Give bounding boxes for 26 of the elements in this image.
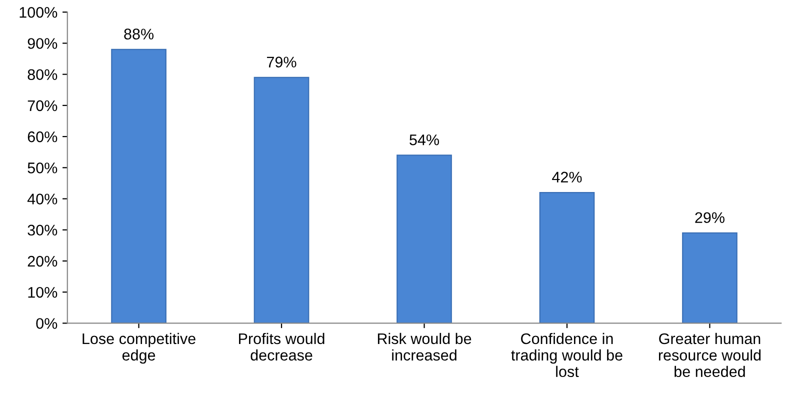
y-tick-label: 80% [28,69,58,80]
x-tick-label: Lose competitive edge [82,332,196,364]
bar [111,48,166,324]
bar [396,154,452,324]
data-label: 54% [410,134,439,146]
y-tick-label: 10% [28,286,58,298]
bar [254,76,310,324]
y-tick-label: 50% [28,162,58,174]
data-label: 42% [552,172,582,183]
y-tick-label: 30% [28,224,58,236]
y-tick-label: 40% [27,194,58,204]
data-label: 79% [267,56,296,68]
data-label: 88% [124,28,154,40]
x-tick-label: Greater human resource would be needed [658,332,761,378]
x-tick-label: Profits would decrease [239,332,324,361]
bar [682,232,738,324]
y-tick-label: 90% [28,38,58,49]
y-tick-label: 60% [28,131,58,142]
data-label: 29% [695,212,724,224]
y-tick-label: 70% [28,100,58,112]
y-tick-label: 100% [20,6,58,18]
y-tick-label: 20% [28,256,58,267]
x-tick-label: Confidence in trading would be lost [511,332,622,378]
x-tick-label: Risk would be increased [378,332,472,361]
bar [539,192,595,324]
y-tick-label: 0% [36,318,58,329]
